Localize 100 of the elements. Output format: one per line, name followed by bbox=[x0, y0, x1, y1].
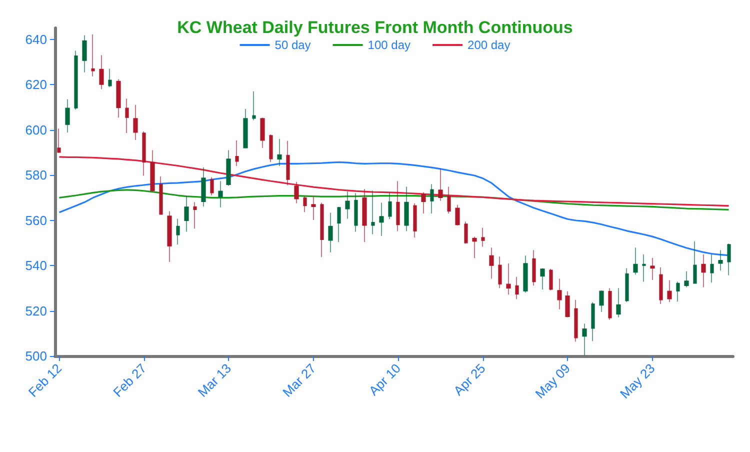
candlestick bbox=[82, 34, 87, 73]
candlestick bbox=[362, 188, 367, 242]
x-tick-label: Feb 12 bbox=[25, 360, 65, 400]
candlestick bbox=[235, 140, 239, 166]
candlestick bbox=[447, 186, 451, 214]
candlestick bbox=[345, 191, 350, 219]
candlestick bbox=[379, 202, 384, 236]
candlestick bbox=[65, 98, 70, 133]
candlestick bbox=[277, 138, 282, 166]
candlestick bbox=[718, 250, 723, 271]
line-series bbox=[58, 161, 730, 256]
candlestick bbox=[320, 202, 324, 258]
candlestick bbox=[91, 34, 95, 77]
candlestick bbox=[582, 323, 587, 356]
candlestick bbox=[633, 247, 638, 275]
candlestick bbox=[701, 254, 706, 288]
x-tick-label: Feb 27 bbox=[110, 360, 150, 400]
candlestick bbox=[371, 190, 375, 235]
candlestick bbox=[142, 131, 146, 176]
candlestick bbox=[133, 104, 138, 140]
candlestick bbox=[167, 210, 172, 262]
x-tick-label: Apr 10 bbox=[366, 360, 404, 398]
candlestick bbox=[693, 241, 697, 284]
y-tick-label: 520 bbox=[25, 303, 47, 318]
chart-title: KC Wheat Daily Futures Front Month Continuous bbox=[177, 18, 573, 37]
candlestick bbox=[481, 227, 485, 248]
candlestick bbox=[354, 192, 358, 232]
candlestick bbox=[684, 271, 689, 288]
candlestick bbox=[489, 247, 494, 279]
y-tick-label: 620 bbox=[25, 77, 47, 92]
candlestick bbox=[125, 98, 129, 134]
candlestick bbox=[667, 280, 672, 302]
candlestick bbox=[337, 206, 341, 242]
candlestick bbox=[201, 167, 206, 207]
legend-label: 200 day bbox=[468, 38, 510, 52]
candlestick bbox=[438, 168, 443, 202]
candlestick bbox=[472, 236, 477, 258]
candlestick bbox=[599, 290, 604, 312]
candlestick bbox=[286, 140, 290, 186]
candlestick bbox=[430, 184, 434, 214]
candlestick bbox=[116, 78, 121, 118]
candlestick bbox=[591, 302, 595, 342]
candlestick bbox=[676, 282, 680, 302]
candlestick bbox=[243, 108, 248, 149]
candlestick bbox=[549, 268, 553, 291]
candlestick bbox=[464, 221, 468, 244]
candlestick bbox=[515, 276, 519, 300]
candlestick bbox=[625, 268, 629, 302]
candlestick bbox=[311, 196, 316, 220]
candlestick bbox=[260, 117, 265, 148]
y-tick-label: 640 bbox=[25, 32, 47, 47]
candlestick bbox=[159, 176, 163, 215]
candlestick bbox=[413, 203, 417, 238]
candlestick bbox=[565, 291, 570, 318]
legend-label: 50 day bbox=[274, 38, 311, 52]
candlestick bbox=[108, 68, 112, 88]
candlestick bbox=[176, 218, 180, 245]
candlestick bbox=[193, 202, 197, 229]
x-tick-label: Mar 13 bbox=[194, 360, 234, 400]
candlestick bbox=[150, 150, 155, 192]
candlestick bbox=[616, 288, 621, 318]
candlestick bbox=[650, 258, 655, 280]
candlestick bbox=[421, 192, 426, 214]
candlestick bbox=[99, 54, 104, 90]
candlestick bbox=[710, 254, 714, 283]
candlestick bbox=[574, 300, 578, 342]
candlestick bbox=[532, 250, 536, 286]
x-tick-label: Apr 25 bbox=[450, 360, 488, 398]
candlestick bbox=[269, 134, 273, 162]
candlestick bbox=[455, 204, 460, 226]
candlestick bbox=[303, 196, 307, 212]
candlestick bbox=[57, 128, 61, 154]
candlestick bbox=[506, 263, 511, 295]
candlestick bbox=[404, 186, 409, 232]
x-tick-label: Mar 27 bbox=[280, 360, 319, 400]
candlestick bbox=[74, 50, 78, 110]
y-tick-label: 600 bbox=[25, 122, 47, 138]
candlestick bbox=[218, 180, 223, 208]
candlestick bbox=[540, 268, 545, 290]
candlestick bbox=[557, 278, 562, 310]
candlestick bbox=[396, 180, 400, 232]
x-tick-label: May 09 bbox=[532, 360, 574, 402]
legend-label: 100 day bbox=[368, 38, 411, 52]
candlestick bbox=[523, 255, 528, 293]
candlestick bbox=[388, 192, 392, 220]
candlestick bbox=[226, 150, 231, 186]
candlestick bbox=[608, 288, 612, 320]
x-tick-label: May 23 bbox=[617, 360, 658, 402]
y-tick-label: 500 bbox=[25, 348, 47, 364]
candlestick bbox=[294, 182, 299, 204]
y-tick-label: 560 bbox=[25, 212, 47, 228]
candlestick bbox=[252, 91, 256, 121]
candlestick bbox=[659, 267, 663, 304]
candlestick bbox=[727, 243, 731, 276]
candlestick bbox=[328, 212, 333, 253]
candlestick bbox=[642, 254, 646, 282]
y-tick-label: 580 bbox=[25, 168, 47, 183]
line-series bbox=[58, 189, 730, 210]
candlestick bbox=[498, 256, 502, 288]
line-series bbox=[58, 156, 730, 207]
